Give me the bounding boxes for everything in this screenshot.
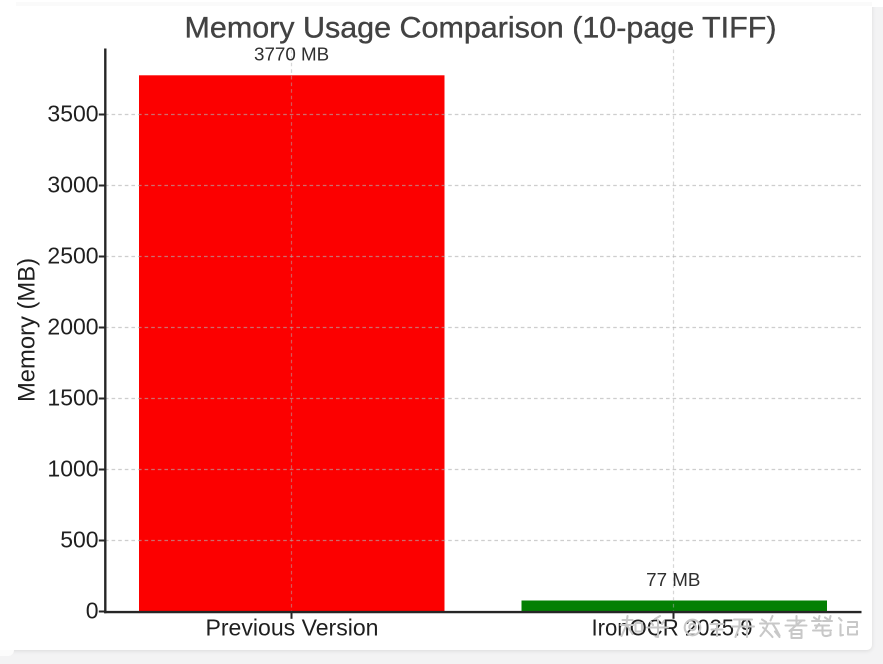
svg-text:Previous Version: Previous Version: [206, 615, 379, 641]
svg-text:77 MB: 77 MB: [646, 569, 700, 590]
svg-text:IronOCR 2025.9: IronOCR 2025.9: [592, 615, 753, 641]
svg-text:500: 500: [60, 526, 98, 552]
svg-text:2500: 2500: [47, 242, 98, 268]
svg-text:3500: 3500: [47, 100, 98, 126]
svg-text:Memory (MB): Memory (MB): [14, 258, 41, 402]
svg-text:3770 MB: 3770 MB: [254, 44, 329, 65]
svg-text:Memory Usage Comparison (10-pa: Memory Usage Comparison (10-page TIFF): [185, 12, 777, 45]
svg-text:2000: 2000: [47, 313, 98, 339]
svg-text:3000: 3000: [47, 171, 98, 197]
svg-text:1500: 1500: [47, 384, 98, 410]
svg-text:0: 0: [86, 597, 99, 623]
svg-text:1000: 1000: [47, 455, 98, 481]
